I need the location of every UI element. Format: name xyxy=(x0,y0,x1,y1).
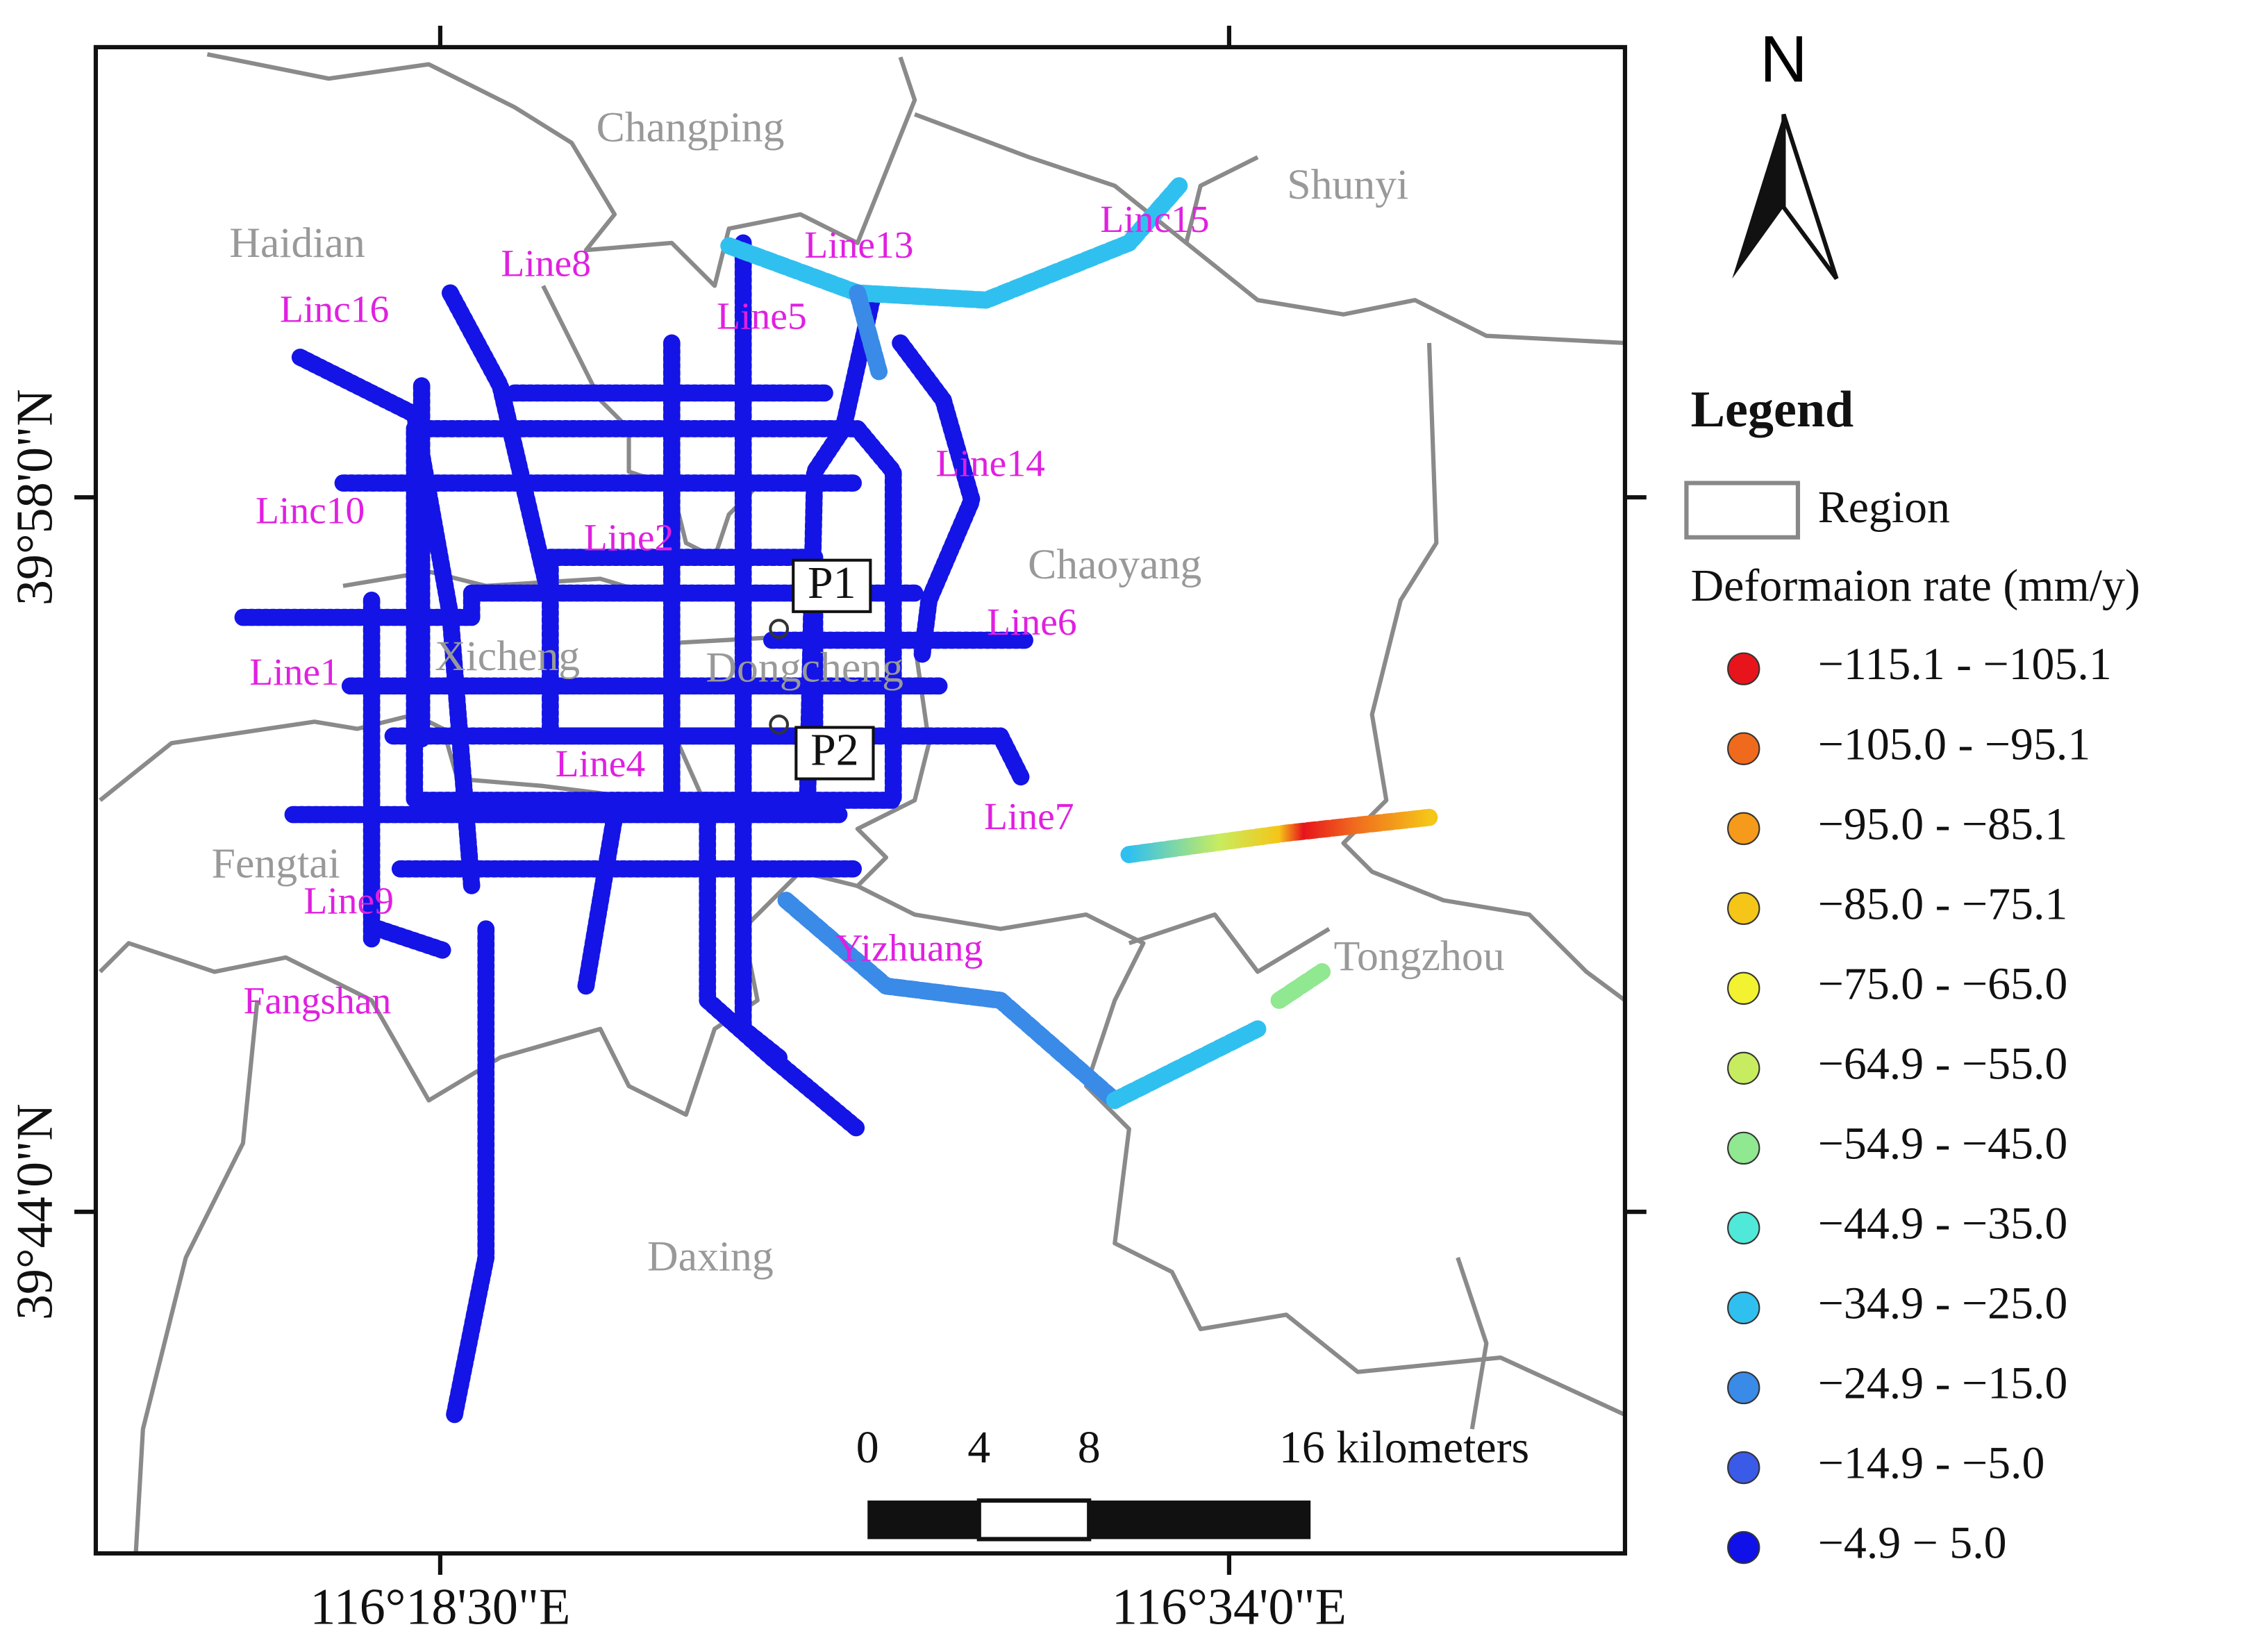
north-arrow xyxy=(1732,113,1839,281)
scale-bar xyxy=(867,1498,1311,1542)
legend-label: −54.9 - −45.0 xyxy=(1818,1118,2068,1169)
region-label: Chaoyang xyxy=(1028,541,1201,588)
legend-swatch xyxy=(1727,892,1760,925)
legend-swatch xyxy=(1727,1211,1760,1245)
legend-swatch xyxy=(1727,1371,1760,1405)
coordinate-ticks xyxy=(74,26,1647,1575)
region-label: Shunyi xyxy=(1287,161,1408,208)
line-label: Linc16 xyxy=(280,287,389,331)
legend-swatch xyxy=(1727,1051,1760,1085)
line-label: Line4 xyxy=(556,742,646,785)
legend-label: −85.0 - −75.1 xyxy=(1818,878,2068,929)
region-label: Changping xyxy=(597,104,785,151)
longitude-label: 116°18'30"E xyxy=(310,1578,570,1635)
region-label: Daxing xyxy=(647,1233,774,1280)
line-label: Yizhuang xyxy=(835,926,983,969)
metro-lines xyxy=(234,177,1438,1424)
legend-label: −105.0 - −95.1 xyxy=(1818,719,2091,769)
legend-region: Region xyxy=(1818,482,1950,533)
point-marker xyxy=(769,714,790,735)
legend-label: −44.9 - −35.0 xyxy=(1818,1199,2068,1249)
map-frame xyxy=(93,44,1628,1556)
point-box xyxy=(794,726,875,781)
scale-label: 16 kilometers xyxy=(1279,1422,1529,1473)
legend-swatch xyxy=(1727,732,1760,765)
line-label: Line1 xyxy=(249,651,340,694)
legend-swatch xyxy=(1727,812,1760,845)
legend-label: −24.9 - −15.0 xyxy=(1818,1358,2068,1409)
region-label: Dongcheng xyxy=(706,644,903,691)
line-label: Fangshan xyxy=(243,979,391,1022)
longitude-label: 116°34'0"E xyxy=(1112,1578,1347,1635)
line-label: Linc15 xyxy=(1100,198,1209,241)
point-box xyxy=(792,558,872,613)
legend-swatch xyxy=(1727,971,1760,1005)
legend-label: −95.0 - −85.1 xyxy=(1818,799,2068,849)
legend-swatch xyxy=(1727,1451,1760,1485)
line-label: Line8 xyxy=(501,242,591,285)
line-label: Linc10 xyxy=(256,490,365,533)
region-label: Xicheng xyxy=(435,633,580,680)
legend-label: −14.9 - −5.0 xyxy=(1818,1438,2045,1489)
legend-title: Legend xyxy=(1691,381,1854,438)
region-label: Fengtai xyxy=(212,840,340,887)
legend-label: −64.9 - −55.0 xyxy=(1818,1038,2068,1089)
legend-swatch xyxy=(1727,1530,1760,1565)
legend-rate-title: Deformaion rate (mm/y) xyxy=(1691,560,2140,611)
region-swatch xyxy=(1684,481,1801,540)
latitude-label: 39°58'0"N xyxy=(7,389,64,606)
legend-label: −4.9 − 5.0 xyxy=(1818,1518,2007,1569)
line-label: Line9 xyxy=(303,879,394,922)
legend-swatch xyxy=(1727,1291,1760,1325)
line-label: Line2 xyxy=(584,517,674,560)
line-label: Line6 xyxy=(987,601,1077,644)
line-label: Line14 xyxy=(936,442,1045,485)
point-marker xyxy=(769,619,790,639)
scale-label: 8 xyxy=(1078,1422,1101,1473)
legend-swatch xyxy=(1727,1131,1760,1165)
legend-swatch xyxy=(1727,652,1760,685)
scale-label: 0 xyxy=(856,1422,879,1473)
legend-label: −115.1 - −105.1 xyxy=(1818,639,2112,690)
point-label: P2 xyxy=(810,725,859,776)
scale-label: 4 xyxy=(967,1422,990,1473)
line-label: Line7 xyxy=(984,795,1074,838)
north-label: N xyxy=(1760,23,1807,97)
line-label: Line5 xyxy=(717,295,807,338)
region-label: Haidian xyxy=(229,219,365,267)
latitude-label: 39°44'0"N xyxy=(7,1103,64,1320)
region-label: Tongzhou xyxy=(1334,933,1505,980)
legend-label: −34.9 - −25.0 xyxy=(1818,1278,2068,1329)
line-label: Line13 xyxy=(804,224,913,267)
legend-label: −75.0 - −65.0 xyxy=(1818,958,2068,1009)
point-label: P1 xyxy=(808,558,856,608)
